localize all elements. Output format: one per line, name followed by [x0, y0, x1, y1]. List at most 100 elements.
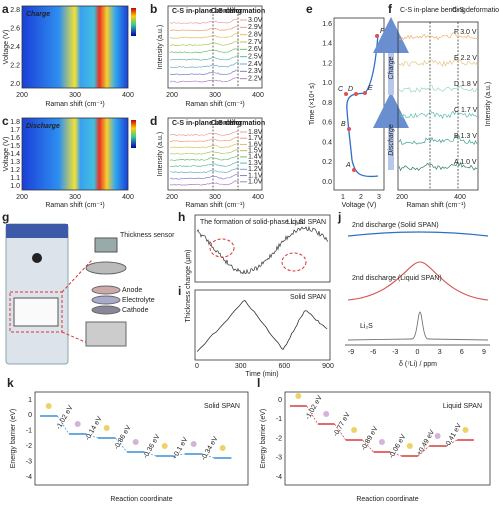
disk — [91, 295, 121, 305]
point-marker — [352, 168, 356, 172]
x-axis-label: Reaction coordinate — [356, 496, 418, 503]
molecule — [190, 441, 197, 447]
trace — [398, 58, 478, 68]
x-tick-label: 300 — [235, 363, 247, 370]
point-label: A — [345, 162, 351, 169]
y-tick-label: 1.2 — [322, 60, 332, 67]
y-tick-label: 0.8 — [322, 100, 332, 107]
y-tick-label: 2.0 — [10, 81, 20, 88]
y-axis-label: Intensity (a.u.) — [485, 82, 492, 126]
colorbar — [131, 8, 136, 36]
trace — [169, 142, 240, 149]
trace — [169, 40, 240, 46]
y-tick-label: 1.0 — [322, 80, 332, 87]
molecule — [434, 433, 441, 439]
step-label: +0.1 eV — [171, 436, 189, 461]
plot-frame — [34, 391, 249, 486]
legend-label: 1.4V — [248, 154, 263, 161]
x-tick-label: 200 — [16, 194, 28, 201]
component-label: Anode — [122, 287, 142, 294]
x-tick-label: 2 — [359, 194, 363, 201]
colorbar — [131, 120, 136, 148]
component-label: Thickness sensor — [120, 232, 175, 239]
panel-letter: f — [388, 2, 393, 16]
base — [85, 321, 127, 347]
component-label: Electrolyte — [122, 297, 155, 304]
trace — [398, 161, 478, 172]
x-axis-label: Reaction coordinate — [110, 496, 172, 503]
legend-label: 1.0V — [248, 179, 263, 186]
x-tick-label: 400 — [252, 92, 264, 99]
panel-letter: l — [257, 376, 260, 390]
molecule — [103, 425, 110, 431]
y-tick-label: 1.4 — [322, 41, 332, 48]
trace — [170, 167, 240, 174]
connector — [306, 405, 319, 425]
heatmap — [22, 6, 128, 88]
legend-label: 2.6V — [248, 46, 263, 53]
y-tick-label: 0.2 — [322, 159, 332, 166]
x-axis-label: Raman shift (cm⁻¹) — [406, 202, 465, 209]
disk — [91, 305, 121, 315]
plot-frame — [21, 117, 129, 191]
connector — [173, 453, 186, 457]
x-tick-label: 900 — [322, 363, 334, 370]
x-tick-label: 0 — [416, 349, 420, 356]
y-tick-label: -2 — [26, 443, 32, 450]
legend-label: 2.9V — [248, 24, 263, 31]
panel-letter: a — [2, 2, 9, 16]
trace — [398, 135, 478, 146]
connector — [115, 437, 128, 453]
y-tick-label: 0 — [278, 397, 282, 404]
disk — [91, 285, 121, 295]
panel-label: Discharge — [26, 123, 60, 130]
panel-letter: g — [2, 210, 9, 224]
x-tick-label: 0 — [195, 363, 199, 370]
connector — [390, 451, 402, 457]
trace-label: E 2.2 V — [454, 55, 477, 62]
trace — [347, 231, 489, 237]
trace — [169, 149, 240, 155]
molecule — [74, 421, 81, 427]
molecule — [351, 427, 358, 433]
trace — [398, 84, 478, 93]
x-axis-label: Raman shift (cm⁻¹) — [45, 202, 104, 209]
x-axis-label: Raman shift (cm⁻¹) — [45, 101, 104, 108]
y-tick-label: 0.0 — [322, 179, 332, 186]
molecule — [323, 411, 330, 417]
panel-letter: e — [306, 2, 313, 16]
molecule — [406, 443, 413, 449]
y-tick-label: 1.1 — [10, 175, 20, 182]
x-tick-label: 400 — [454, 194, 466, 201]
annotation: C-S in-plane bending — [172, 8, 242, 15]
trace — [398, 32, 478, 41]
x-tick-label: 3 — [377, 194, 381, 201]
connector — [362, 439, 374, 453]
x-tick-label: 9 — [482, 349, 486, 356]
y-tick-label: 1.4 — [10, 151, 20, 158]
panel-label: Charge — [26, 11, 50, 18]
legend-label: 1.1V — [248, 172, 263, 179]
trace-label: Li₂S — [360, 323, 373, 330]
panel-letter: c — [2, 114, 9, 128]
trace — [169, 69, 240, 76]
disk — [85, 261, 127, 275]
legend-label: 2.2V — [248, 76, 263, 83]
x-tick-label: 400 — [122, 92, 134, 99]
y-axis-label: Thickness change (µm) — [185, 250, 192, 323]
y-tick-label: 1.0 — [10, 183, 20, 190]
x-tick-label: 200 — [396, 194, 408, 201]
y-tick-label: 1.7 — [10, 127, 20, 134]
molecule — [161, 443, 168, 449]
trace — [169, 62, 240, 68]
plot-frame — [167, 5, 263, 89]
trace — [169, 161, 240, 168]
point-marker — [363, 91, 367, 95]
molecule — [462, 427, 469, 433]
legend-label: 1.8V — [248, 129, 263, 136]
x-axis-label: Time (min) — [245, 371, 278, 378]
point-label: D — [348, 86, 353, 93]
y-tick-label: 1.6 — [10, 135, 20, 142]
annotation: C-S in-plane bending — [400, 7, 466, 14]
